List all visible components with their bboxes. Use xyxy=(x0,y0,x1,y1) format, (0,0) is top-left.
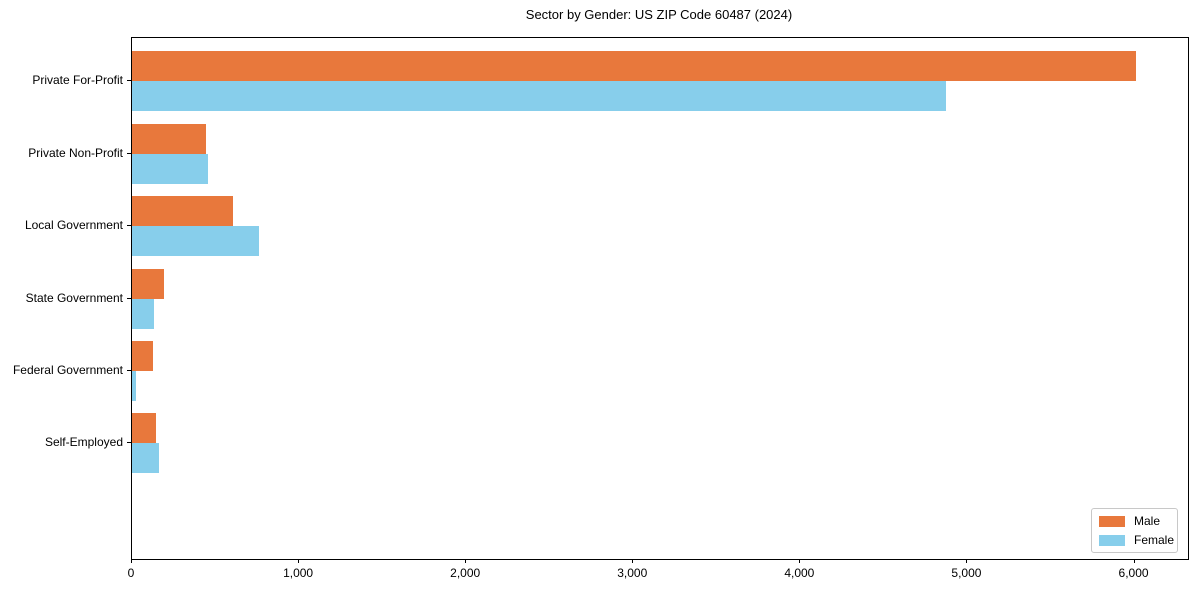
x-axis-tick-label: 2,000 xyxy=(450,566,481,580)
x-axis-tick xyxy=(298,559,300,563)
y-axis-category-label: Private For-Profit xyxy=(32,73,123,88)
legend: Male Female xyxy=(1091,508,1178,553)
x-axis-tick-label: 6,000 xyxy=(1118,566,1149,580)
y-axis-tick xyxy=(127,153,131,154)
y-axis-category-label: Federal Government xyxy=(12,362,123,377)
y-axis-tick xyxy=(127,370,131,371)
x-axis-tick-label: 5,000 xyxy=(951,566,982,580)
bar-female-private-for-profit xyxy=(132,81,946,112)
legend-label-male: Male xyxy=(1134,514,1161,528)
x-axis-tick-label: 0 xyxy=(127,566,135,580)
x-axis-tick-label: 3,000 xyxy=(617,566,648,580)
x-axis-tick-label: 1,000 xyxy=(283,566,314,580)
x-axis-tick-label: 4,000 xyxy=(784,566,815,580)
legend-entry-female: Female xyxy=(1099,533,1177,547)
bar-male-self-employed xyxy=(132,413,157,444)
x-axis-tick xyxy=(799,559,801,563)
y-axis-tick xyxy=(127,298,131,299)
y-axis-category-label: Private Non-Profit xyxy=(28,145,123,160)
legend-swatch-female xyxy=(1099,534,1125,546)
y-axis-category-label: Local Government xyxy=(24,218,123,233)
x-axis-tick xyxy=(632,559,634,563)
bar-male-private-non-profit xyxy=(132,123,207,154)
bar-male-private-for-profit xyxy=(132,51,1137,82)
bar-male-federal-government xyxy=(132,340,153,371)
bar-female-local-government xyxy=(132,226,259,257)
y-axis-category-label: State Government xyxy=(25,290,123,305)
x-axis-tick xyxy=(1133,559,1135,563)
plot-area xyxy=(131,37,1189,560)
legend-label-female: Female xyxy=(1134,533,1175,547)
bar-female-state-government xyxy=(132,298,154,329)
bar-female-self-employed xyxy=(132,443,159,474)
y-axis-tick xyxy=(127,80,131,81)
x-axis-tick xyxy=(131,559,132,563)
y-axis-category-label: Self-Employed xyxy=(44,435,123,450)
legend-swatch-male xyxy=(1099,515,1125,527)
y-axis-tick xyxy=(127,225,131,226)
bar-female-federal-government xyxy=(132,370,137,401)
legend-entry-male: Male xyxy=(1099,514,1177,528)
bar-male-local-government xyxy=(132,196,234,227)
chart-title: Sector by Gender: US ZIP Code 60487 (202… xyxy=(525,7,793,22)
y-axis-tick xyxy=(127,442,131,443)
x-axis-tick xyxy=(966,559,968,563)
x-axis-tick xyxy=(465,559,467,563)
bar-male-state-government xyxy=(132,268,164,299)
bar-female-private-non-profit xyxy=(132,153,209,184)
